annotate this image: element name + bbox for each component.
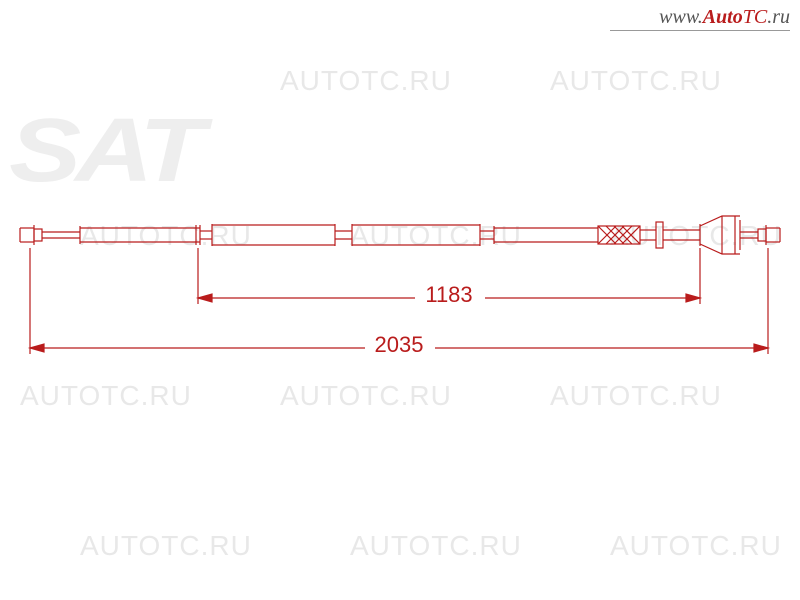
cable-diagram: 1183 2035 [0,0,800,600]
dimension-outer: 2035 [375,332,424,357]
dimension-inner: 1183 [425,282,472,307]
